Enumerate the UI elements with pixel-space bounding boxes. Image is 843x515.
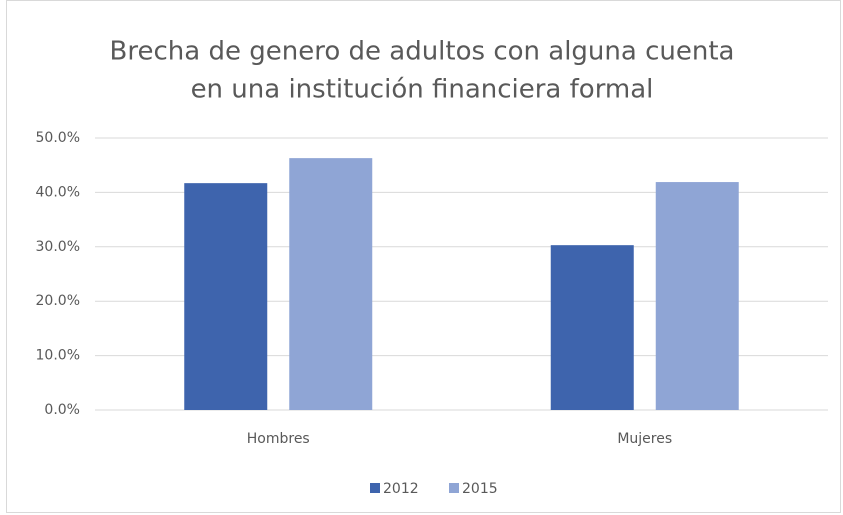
legend-label: 2015: [462, 481, 498, 497]
x-tick-label: Mujeres: [617, 431, 672, 447]
chart-title: Brecha de genero de adultos con alguna c…: [110, 37, 735, 67]
y-tick-label: 10.0%: [36, 348, 80, 364]
bar: [184, 183, 268, 410]
legend-swatch: [370, 483, 380, 493]
y-tick-label: 20.0%: [36, 293, 80, 309]
bar: [289, 158, 373, 410]
x-tick-label: Hombres: [247, 431, 310, 447]
y-tick-label: 40.0%: [36, 184, 80, 200]
bar: [550, 245, 634, 410]
bar: [655, 182, 739, 410]
chart-title: en una institución financiera formal: [191, 75, 654, 105]
y-tick-label: 0.0%: [44, 402, 80, 418]
legend-swatch: [449, 483, 459, 493]
legend-label: 2012: [383, 481, 419, 497]
y-tick-label: 50.0%: [36, 130, 80, 146]
y-tick-label: 30.0%: [36, 239, 80, 255]
